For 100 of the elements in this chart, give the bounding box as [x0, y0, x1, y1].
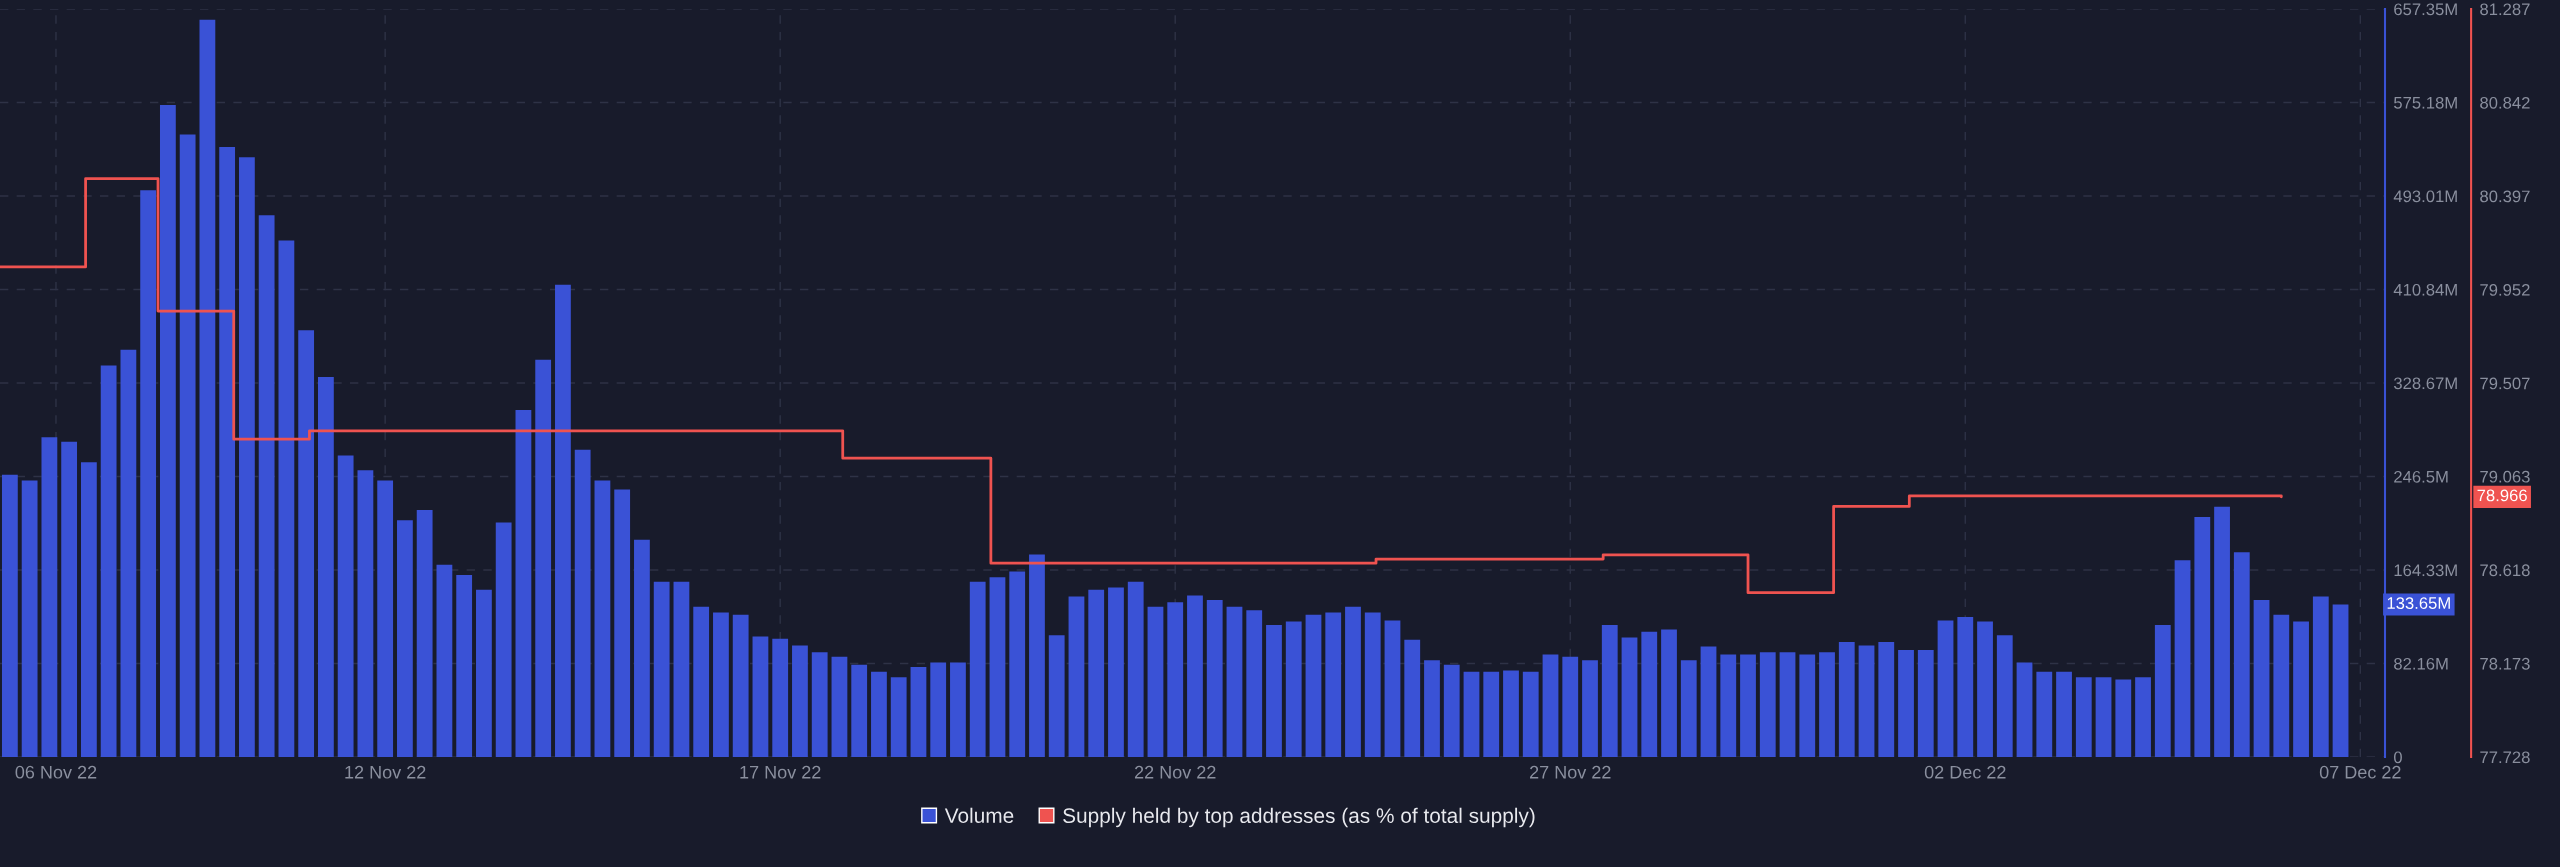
bar: [1542, 654, 1559, 757]
bar: [653, 581, 670, 757]
bar: [535, 359, 552, 757]
bar: [1898, 650, 1914, 757]
bar: [1009, 571, 1026, 757]
bar: [1325, 612, 1342, 757]
bar: [1108, 587, 1124, 757]
bar: [278, 240, 295, 757]
y-tick-label: 575.18M: [2394, 96, 2457, 109]
bar: [1621, 637, 1638, 757]
bar: [436, 564, 453, 757]
bar: [910, 667, 927, 757]
bar: [1759, 652, 1776, 757]
bar: [1937, 620, 1954, 757]
y2-tick-label: 79.063: [2480, 470, 2530, 483]
bar: [1048, 635, 1065, 757]
bar: [1285, 621, 1302, 757]
bar: [989, 577, 1006, 757]
y2-tick-label: 81.287: [2480, 3, 2530, 16]
bar: [752, 636, 769, 757]
bar: [1305, 614, 1322, 757]
bar: [930, 662, 947, 757]
bar: [890, 677, 907, 757]
bar: [337, 455, 354, 757]
bar: [1680, 660, 1697, 757]
bar: [634, 539, 650, 757]
x-tick-label: 12 Nov 22: [345, 765, 426, 779]
y-tick-label: 0: [2393, 751, 2402, 764]
y2-tick-label: 80.842: [2480, 96, 2530, 109]
bar: [673, 581, 690, 757]
x-tick-label: 17 Nov 22: [740, 765, 821, 779]
bar: [1424, 660, 1440, 757]
bar: [2233, 552, 2250, 757]
bar: [416, 510, 433, 757]
bar: [2253, 599, 2270, 757]
bar: [2312, 596, 2329, 757]
bar: [1582, 660, 1598, 757]
bar: [120, 349, 137, 757]
bar: [1661, 629, 1677, 757]
bar: [1858, 645, 1875, 757]
x-tick-label: 22 Nov 22: [1134, 765, 1216, 779]
x-tick-label: 27 Nov 22: [1530, 765, 1611, 779]
bar: [21, 480, 38, 757]
bar: [1404, 639, 1421, 757]
bar: [574, 449, 591, 757]
bar: [238, 157, 255, 757]
y2-tick-label: 78.618: [2480, 564, 2530, 577]
bar: [397, 520, 413, 757]
bar: [1226, 606, 1243, 757]
bar: [1187, 595, 1203, 757]
bar: [1443, 664, 1460, 757]
bar: [1996, 635, 2013, 757]
bar: [140, 190, 157, 757]
bar: [61, 441, 78, 757]
bar: [1345, 606, 1361, 757]
bar: [1819, 652, 1835, 757]
bar: [1384, 620, 1401, 757]
bar: [219, 147, 236, 757]
legend-label: Supply held by top addresses (as % of total supply): [1063, 807, 1535, 828]
y2-tick-label: 79.507: [2480, 377, 2530, 390]
bar: [1246, 610, 1263, 757]
bar: [2095, 677, 2112, 757]
bar: [41, 437, 58, 757]
bar: [2075, 677, 2092, 757]
y2-tick-label: 77.728: [2480, 751, 2530, 764]
bar: [377, 480, 394, 757]
bar: [693, 606, 710, 757]
bar: [2174, 560, 2191, 757]
bar: [1838, 642, 1855, 757]
x-tick-label: 02 Dec 22: [1924, 765, 2006, 779]
bar: [732, 614, 749, 757]
x-tick-label: 06 Nov 22: [15, 765, 97, 779]
y-tick-label: 82.16M: [2394, 657, 2448, 670]
bar: [1878, 642, 1895, 757]
bar: [1463, 671, 1480, 757]
bar: [476, 589, 492, 757]
y2-tick-label: 79.952: [2480, 283, 2530, 296]
bar: [1641, 631, 1658, 757]
bar: [555, 284, 571, 757]
bar: [1088, 589, 1105, 757]
bar: [614, 489, 631, 757]
bar: [2135, 677, 2151, 757]
bar: [1206, 599, 1223, 757]
y2-tick-label: 78.173: [2480, 657, 2530, 670]
bar: [1957, 617, 1974, 757]
bar: [258, 215, 275, 757]
bar: [871, 671, 887, 757]
y-tick-label: 328.67M: [2393, 377, 2457, 390]
bar: [159, 104, 176, 757]
bar: [1977, 621, 1993, 757]
bar: [1, 474, 18, 757]
bar: [1167, 602, 1184, 757]
y-tick-label: 246.5M: [2394, 470, 2448, 483]
bar: [357, 470, 374, 757]
y2-tick-label: 80.397: [2480, 190, 2530, 203]
bar: [2115, 679, 2132, 757]
bar: [1266, 625, 1282, 757]
text: 133.65M: [2387, 597, 2450, 609]
bar: [851, 664, 868, 757]
bar: [298, 330, 315, 757]
